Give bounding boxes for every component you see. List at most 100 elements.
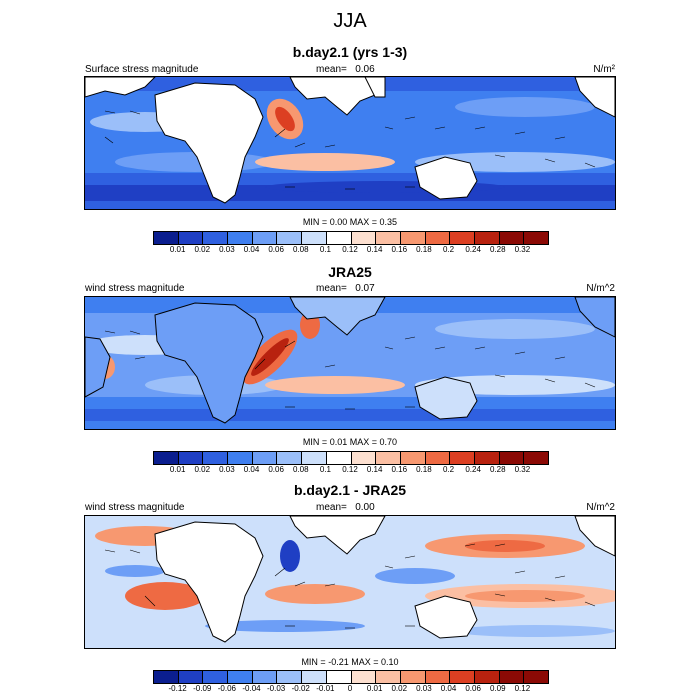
panel-2-map bbox=[84, 296, 616, 430]
panel-1-colorbar-swatch bbox=[228, 232, 253, 244]
panel-3-colorbar-swatch bbox=[524, 671, 548, 683]
panel-2-colorbar-swatch bbox=[376, 452, 401, 464]
panel-3-colorbar-tick-label: 0 bbox=[347, 684, 353, 693]
panel-3-unit: N/m^2 bbox=[586, 502, 615, 513]
panel-2-colorbar-tick-label: 0.03 bbox=[219, 465, 235, 474]
panel-1-colorbar-ticks: 0.01 0.02 0.03 0.04 0.06 0.08 0.1 0.12 0.14 0.16 0… bbox=[153, 245, 547, 257]
panel-1-mean-label: mean= bbox=[316, 64, 347, 75]
panel-3-colorbar-tick-label: -0.03 bbox=[267, 684, 286, 693]
panel-3-colorbar-swatch bbox=[277, 671, 303, 683]
panel-1-colorbar-tick-label: 0.32 bbox=[514, 245, 531, 254]
panel-1-colorbar-swatch bbox=[277, 232, 303, 244]
panel-2-colorbar-swatch bbox=[154, 452, 179, 464]
panel-3-colorbar-tick-label: 0.01 bbox=[366, 684, 383, 693]
panel-2-colorbar-tick-label: 0.18 bbox=[416, 465, 432, 474]
panel-2-colorbar-swatch bbox=[425, 452, 451, 464]
panel-1-colorbar-tick-label: 0.12 bbox=[342, 245, 358, 254]
panel-1-colorbar-swatch bbox=[499, 232, 525, 244]
panel-1-colorbar-tick-label: 0.24 bbox=[465, 245, 481, 254]
panel-3-colorbar-swatch bbox=[154, 671, 179, 683]
panel-3-colorbar-swatch bbox=[376, 671, 401, 683]
panel-2-colorbar-tick-label: 0.12 bbox=[342, 465, 358, 474]
panel-2-colorbar bbox=[153, 451, 549, 465]
panel-2-colorbar-swatch bbox=[326, 452, 352, 464]
panel-2-unit: N/m^2 bbox=[586, 283, 615, 294]
panel-1-colorbar-tick-label: 0.04 bbox=[243, 245, 260, 254]
panel-1-colorbar-swatch bbox=[178, 232, 204, 244]
panel-1-colorbar-tick-label: 0.28 bbox=[489, 245, 506, 254]
panel-3-colorbar bbox=[153, 670, 549, 684]
panel-3-mean: mean= 0.00 bbox=[316, 502, 375, 513]
panel-2-colorbar-tick-label: 0.01 bbox=[169, 465, 186, 474]
panel-3-colorbar-swatch bbox=[252, 671, 278, 683]
panel-2-minmax: MIN = 0.01 MAX = 0.70 bbox=[0, 437, 700, 447]
panel-2-colorbar-tick-label: 0.32 bbox=[514, 465, 531, 474]
panel-1-colorbar-tick-label: 0.01 bbox=[169, 245, 186, 254]
panel-3-title: b.day2.1 - JRA25 bbox=[293, 482, 407, 498]
panel-1-colorbar-tick-label: 0.16 bbox=[391, 245, 408, 254]
panel-3-colorbar-tick-label: 0.03 bbox=[416, 684, 432, 693]
panel-1-colorbar-tick-label: 0.2 bbox=[442, 245, 455, 254]
panel-2-colorbar-swatch bbox=[499, 452, 525, 464]
panel-1-colorbar-swatch bbox=[252, 232, 278, 244]
panel-3-max-value: 0.10 bbox=[381, 657, 399, 667]
panel-1-left-label: Surface stress magnitude bbox=[85, 64, 199, 75]
panel-3-min-label: MIN = bbox=[301, 657, 326, 667]
panel-2-colorbar-tick-label: 0.06 bbox=[268, 465, 284, 474]
panel-1-title: b.day2.1 (yrs 1-3) bbox=[292, 44, 408, 60]
panel-3-colorbar-tick-label: 0.06 bbox=[465, 684, 481, 693]
panel-3-colorbar-tick-label: -0.04 bbox=[242, 684, 261, 693]
panel-3-colorbar-swatch bbox=[178, 671, 204, 683]
panel-3-colorbar-tick-label: 0.12 bbox=[514, 684, 531, 693]
panel-1-colorbar-tick-label: 0.1 bbox=[319, 245, 331, 254]
panel-3-colorbar-swatch bbox=[499, 671, 525, 683]
panel-1-colorbar-tick-label: 0.18 bbox=[416, 245, 432, 254]
panel-3-map bbox=[84, 515, 616, 649]
panel-1-colorbar-swatch bbox=[154, 232, 179, 244]
panel-1-colorbar-tick-label: 0.08 bbox=[292, 245, 309, 254]
panel-3-colorbar-swatch bbox=[326, 671, 352, 683]
panel-3-colorbar-swatch bbox=[228, 671, 253, 683]
panel-1-colorbar-swatch bbox=[474, 232, 500, 244]
panel-2-colorbar-tick-label: 0.08 bbox=[292, 465, 309, 474]
panel-1-map bbox=[84, 76, 616, 210]
panel-3-colorbar-tick-label: -0.02 bbox=[291, 684, 310, 693]
panel-3-colorbar-swatch bbox=[400, 671, 426, 683]
panel-1-colorbar-swatch bbox=[351, 232, 377, 244]
panel-3-minmax: MIN = -0.21 MAX = 0.10 bbox=[0, 657, 700, 667]
panel-2-mean: mean= 0.07 bbox=[316, 283, 375, 294]
panel-3-colorbar-tick-label: 0.02 bbox=[391, 684, 408, 693]
panel-1-max-label: MAX = bbox=[349, 217, 378, 227]
panel-2-colorbar-swatch bbox=[474, 452, 500, 464]
panel-3-colorbar-swatch bbox=[425, 671, 451, 683]
panel-2-colorbar-tick-label: 0.1 bbox=[319, 465, 331, 474]
panel-1-colorbar-swatch bbox=[425, 232, 451, 244]
panel-2-mean-value: 0.07 bbox=[355, 283, 375, 294]
panel-1-colorbar-swatch bbox=[376, 232, 401, 244]
panel-1-colorbar-tick-label: 0.14 bbox=[366, 245, 383, 254]
panel-2-min-value: 0.01 bbox=[329, 437, 348, 447]
panel-1-colorbar-tick-label: 0.03 bbox=[219, 245, 235, 254]
panel-3-max-label: MAX = bbox=[351, 657, 379, 667]
panel-1-minmax: MIN = 0.00 MAX = 0.35 bbox=[0, 217, 700, 227]
panel-1-colorbar-swatch bbox=[524, 232, 548, 244]
panel-2-colorbar-swatch bbox=[228, 452, 253, 464]
figure-title: JJA bbox=[333, 10, 367, 32]
panel-2-max-value: 0.70 bbox=[379, 437, 398, 447]
panel-3-colorbar-swatch bbox=[351, 671, 377, 683]
panel-1-colorbar-swatch bbox=[203, 232, 229, 244]
panel-3-mean-value: 0.00 bbox=[355, 502, 375, 513]
panel-1-min-label: MIN = bbox=[302, 217, 328, 227]
panel-2-colorbar-tick-label: 0.04 bbox=[243, 465, 260, 474]
panel-2-colorbar-swatch bbox=[302, 452, 327, 464]
panel-2-colorbar-swatch bbox=[400, 452, 426, 464]
panel-2-colorbar-swatch bbox=[203, 452, 229, 464]
panel-3-colorbar-tick-label: -0.09 bbox=[193, 684, 212, 693]
panel-3-colorbar-swatch bbox=[450, 671, 475, 683]
panel-2-colorbar-swatch bbox=[252, 452, 278, 464]
panel-3-colorbar-tick-label: -0.06 bbox=[217, 684, 236, 693]
panel-2-left-label: wind stress magnitude bbox=[85, 283, 185, 294]
panel-1-colorbar bbox=[153, 231, 549, 245]
panel-1-mean-value: 0.06 bbox=[355, 64, 375, 75]
panel-1-min-value: 0.00 bbox=[329, 217, 348, 227]
